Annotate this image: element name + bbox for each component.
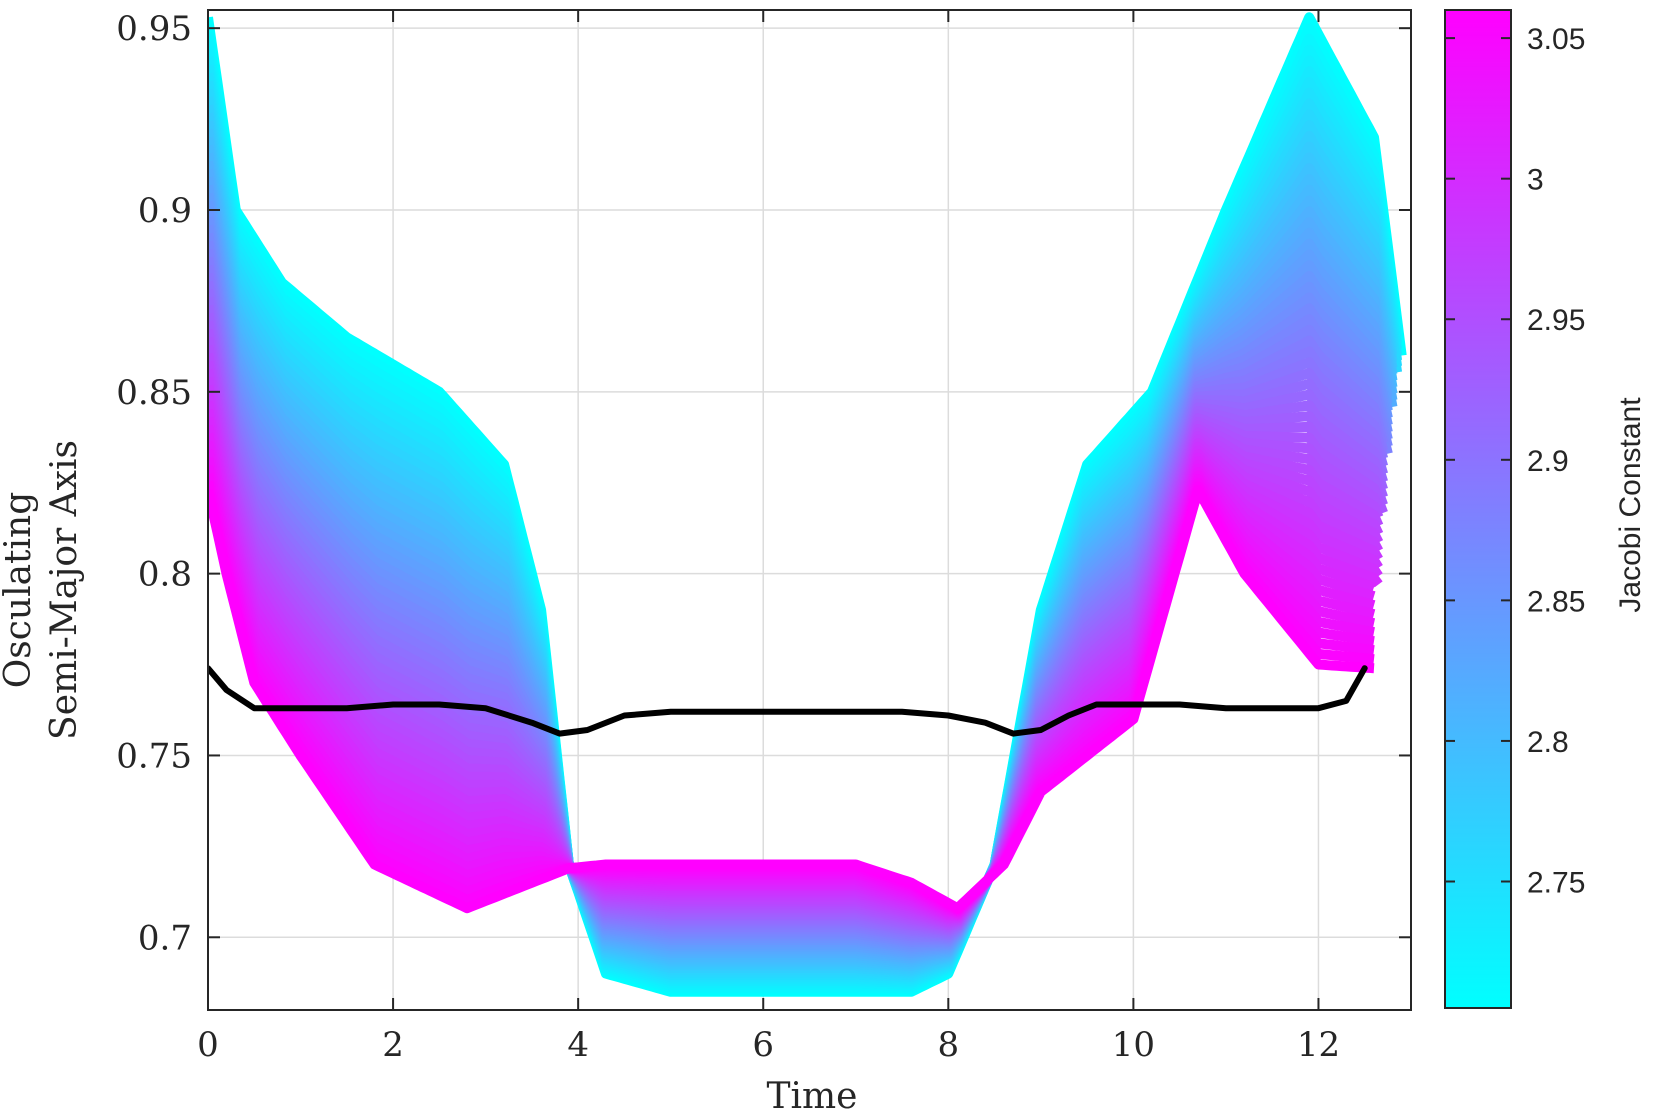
family-curve (208, 485, 1375, 914)
y-tick-label: 0.75 (116, 736, 192, 776)
colorbar (1444, 9, 1512, 1009)
x-tick-label: 8 (937, 1025, 959, 1065)
y-axis-title-line-1: Osculating (0, 492, 39, 689)
colorbar-tick-label: 3.05 (1527, 23, 1585, 56)
series-line (208, 665, 1368, 737)
colorbar-tick-label: 2.85 (1527, 585, 1585, 618)
colorbar-tick-label: 2.9 (1527, 445, 1569, 478)
y-tick-label: 0.7 (138, 918, 192, 958)
series-layer (208, 665, 1368, 737)
colorbar-tick-label: 2.8 (1527, 726, 1569, 759)
x-tick-label: 0 (197, 1025, 219, 1065)
x-tick-label: 4 (567, 1025, 589, 1065)
colorbar-title: Jacobi Constant (1614, 397, 1647, 613)
x-tick-label: 10 (1112, 1025, 1155, 1065)
y-axis-title-line-2: Semi-Major Axis (44, 440, 85, 740)
colorbar-ticks: 2.75 2.8 2.85 2.9 2.95 3 3.05 (1445, 23, 1585, 899)
axis-ticks: 0 2 4 6 8 10 12 0.7 0.75 0.8 0.85 0.9 0.95 (116, 9, 1411, 1065)
colorbar-tick-label: 2.75 (1527, 866, 1585, 899)
y-axis-title: Osculating Semi-Major Axis (0, 440, 85, 740)
y-tick-label: 0.85 (116, 373, 192, 413)
x-axis-title: Time (767, 1076, 858, 1117)
x-tick-label: 12 (1297, 1025, 1340, 1065)
orbit-family-curves (208, 12, 1407, 997)
y-tick-label: 0.8 (138, 555, 192, 595)
x-tick-label: 6 (752, 1025, 774, 1065)
plot-frame (207, 9, 1412, 1011)
x-tick-label: 2 (382, 1025, 404, 1065)
colorbar-tick-label: 2.95 (1527, 304, 1585, 337)
colorbar-title-wrap: Jacobi Constant (1614, 397, 1647, 613)
colorbar-tick-label: 3 (1527, 164, 1544, 197)
y-tick-label: 0.9 (138, 191, 192, 231)
y-tick-label: 0.95 (116, 9, 192, 49)
